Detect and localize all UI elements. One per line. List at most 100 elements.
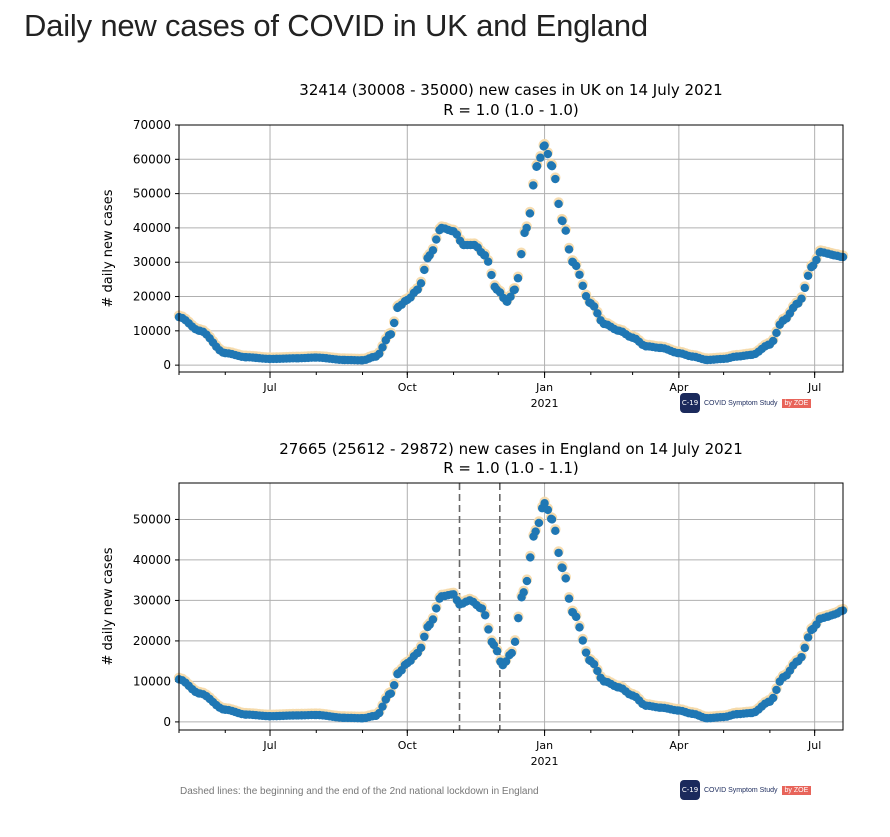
data-point (517, 249, 526, 259)
data-point (510, 637, 520, 647)
y-tick-label: 20000 (133, 290, 171, 304)
data-point (420, 632, 429, 641)
data-point (551, 174, 560, 184)
data-point (480, 611, 490, 620)
y-axis-label: # daily new cases (101, 547, 116, 665)
data-point (768, 336, 778, 346)
covid-symptom-study-badge-uk: C-19 COVID Symptom Study by ZOE (680, 393, 812, 413)
data-point (536, 153, 545, 162)
y-tick-label: 40000 (133, 553, 171, 567)
data-point (420, 265, 429, 275)
data-point (529, 181, 538, 190)
data-point (578, 281, 587, 291)
y-axis-label: # daily new cases (101, 189, 116, 307)
data-point (768, 693, 778, 703)
covid-symptom-study-badge-england: C-19 COVID Symptom Study by ZOE (680, 780, 812, 800)
data-point (514, 613, 523, 623)
data-point (428, 615, 438, 624)
data-point (483, 257, 493, 266)
data-point (547, 161, 557, 171)
plot-frame (178, 124, 844, 373)
y-tick-label: 60000 (133, 152, 171, 166)
data-point (803, 633, 813, 642)
data-point (416, 643, 426, 653)
data-point (558, 216, 567, 226)
data-point (772, 328, 781, 338)
data-point (547, 515, 557, 524)
data-point (526, 553, 535, 562)
data-point (386, 689, 396, 698)
data-point (797, 294, 806, 303)
data-point (593, 666, 602, 676)
data-point (558, 563, 567, 573)
x-tick-label: Jul (262, 381, 276, 394)
data-point (501, 657, 511, 666)
data-point (772, 685, 781, 695)
x-tick-sublabel: 2021 (531, 755, 559, 768)
data-point (797, 652, 806, 662)
x-tick-label: Jul (807, 381, 821, 394)
data-point (484, 625, 493, 634)
badge-label: COVID Symptom Study (704, 399, 778, 407)
data-point (428, 246, 438, 255)
data-point (492, 646, 502, 656)
data-point (378, 343, 387, 352)
data-point (561, 226, 570, 235)
x-tick-label: Apr (669, 381, 689, 394)
data-point (572, 261, 581, 271)
x-tick-label: Jan (535, 739, 553, 752)
data-point (543, 149, 553, 159)
data-point (540, 499, 549, 508)
y-tick-label: 20000 (133, 634, 171, 648)
data-point (543, 505, 553, 515)
y-tick-label: 10000 (133, 674, 171, 688)
data-point (800, 283, 810, 293)
page-title: Daily new cases of COVID in UK and Engla… (24, 8, 648, 43)
chart-title: 32414 (30008 - 35000) new cases in UK on… (299, 81, 722, 99)
chart-subtitle: R = 1.0 (1.0 - 1.1) (443, 459, 579, 477)
badge-label: COVID Symptom Study (704, 786, 778, 794)
data-point (561, 574, 570, 583)
data-point (375, 349, 384, 358)
data-point (432, 235, 441, 244)
data-point (564, 245, 574, 254)
x-tick-label: Oct (398, 381, 418, 394)
data-point (506, 292, 515, 301)
data-point (416, 279, 426, 288)
covid-symptom-study-logo-icon: C-19 (680, 780, 700, 800)
data-point (487, 270, 496, 280)
data-point (532, 161, 542, 171)
y-tick-label: 40000 (133, 221, 171, 235)
chart-subtitle: R = 1.0 (1.0 - 1.0) (443, 101, 579, 119)
data-point (534, 518, 544, 528)
data-point (525, 209, 535, 218)
data-point (564, 594, 574, 603)
data-point (507, 648, 516, 658)
data-point (378, 702, 387, 711)
y-tick-label: 70000 (133, 118, 171, 132)
data-point (581, 648, 591, 657)
data-point (386, 330, 396, 339)
data-point (575, 270, 584, 279)
data-point (510, 285, 519, 294)
data-point (551, 526, 560, 536)
data-point (803, 271, 813, 280)
uk-chart: 32414 (30008 - 35000) new cases in UK on… (101, 81, 849, 410)
data-point (581, 291, 591, 301)
data-point (477, 604, 487, 613)
data-point (800, 643, 810, 653)
data-point (522, 223, 531, 233)
x-tick-label: Jul (807, 739, 821, 752)
data-point (375, 708, 384, 718)
data-point (593, 309, 602, 318)
data-point (522, 576, 532, 586)
x-tick-sublabel: 2021 (531, 397, 559, 410)
data-point (578, 636, 587, 645)
data-point (554, 548, 563, 558)
badge-brand: by ZOE (781, 398, 812, 408)
data-point (572, 612, 581, 622)
chart-title: 27665 (25612 - 29872) new cases in Engla… (279, 440, 743, 458)
data-point (432, 604, 441, 613)
data-point (389, 681, 399, 690)
